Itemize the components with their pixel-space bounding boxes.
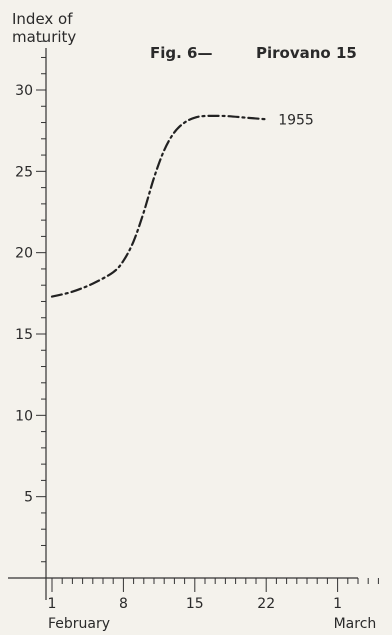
x-tick-label: 8 <box>119 596 128 612</box>
x-month-label: February <box>48 616 110 632</box>
x-tick-label: 22 <box>257 596 275 612</box>
y-tick-label: 5 <box>24 490 33 506</box>
y-tick-label: 25 <box>15 164 33 180</box>
y-tick-label: 10 <box>15 408 33 424</box>
x-tick-label: 1 <box>333 596 342 612</box>
x-month-label: March <box>334 616 377 632</box>
series-group: 1955 <box>50 112 314 298</box>
tick-labels: 5 10 15 20 25 30 1 February 8 15 22 1 March <box>15 83 376 632</box>
figure-label: Fig. 6— <box>150 44 212 62</box>
y-axis-label-line2: maturity <box>12 28 76 46</box>
series-line-1955 <box>50 114 268 298</box>
axes <box>8 48 358 600</box>
y-tick-label: 20 <box>15 246 33 262</box>
x-tick-label: 1 <box>48 596 57 612</box>
x-tick-label: 15 <box>186 596 204 612</box>
series-label: 1955 <box>278 112 314 128</box>
chart-title: Pirovano 15 <box>256 44 357 62</box>
y-tick-label: 15 <box>15 327 33 343</box>
y-tick-label: 30 <box>15 83 33 99</box>
ticks <box>36 40 379 592</box>
y-axis-label-line1: Index of <box>12 10 73 28</box>
